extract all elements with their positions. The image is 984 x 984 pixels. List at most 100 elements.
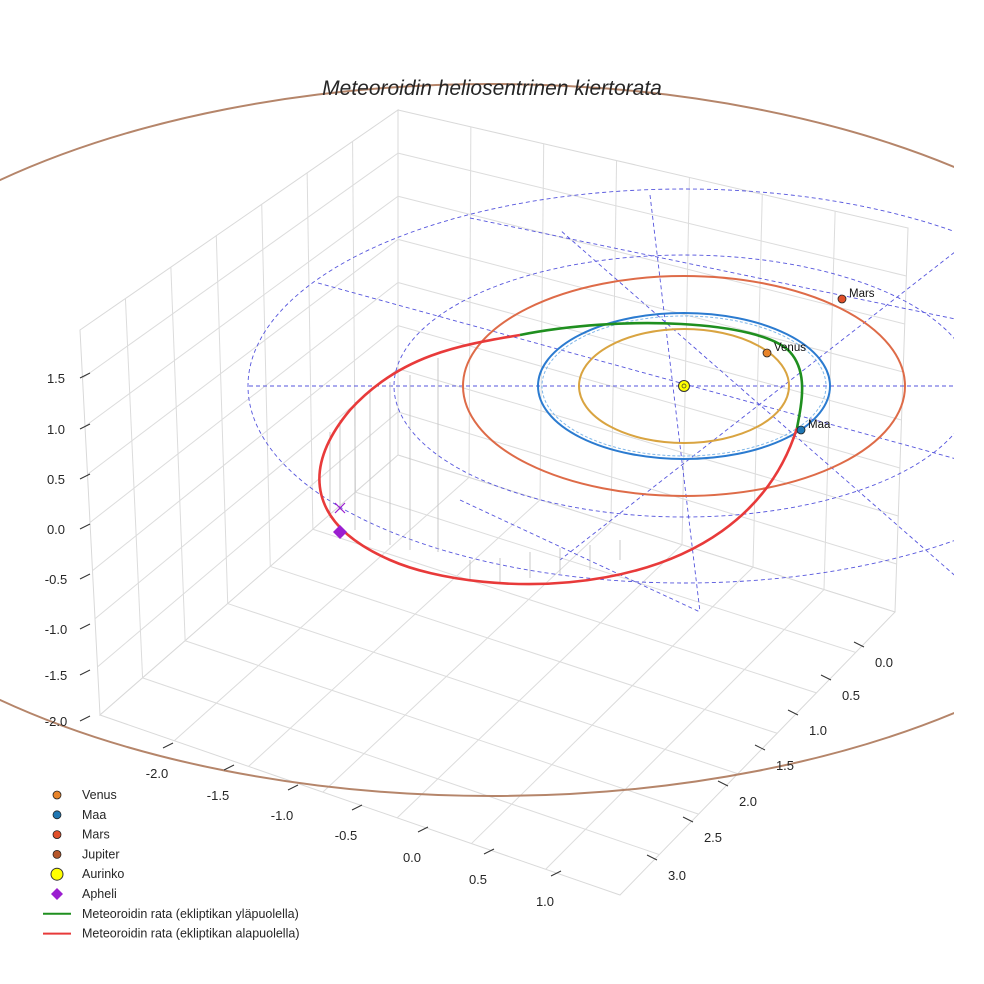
y-tick-mark (754, 744, 766, 751)
x-tick-label: 1.0 (536, 894, 554, 909)
planet-label-maa: Maa (808, 419, 831, 431)
planet-mars (837, 294, 847, 304)
legend-label-2: Mars (82, 828, 110, 842)
x-tick-mark (287, 784, 299, 791)
legend-label-3: Jupiter (82, 847, 120, 861)
y-tick-label: 3.0 (668, 868, 686, 883)
drop-lines (329, 358, 621, 582)
grid-line (397, 152, 907, 277)
reference-spoke (459, 499, 701, 613)
axis-ticks: 1.5 1.0 0.5 0.0 -0.5 -1.0 -1.5 -2.0 -2.0 -1.5 -1.0… (45, 371, 893, 909)
legend-marker-5 (51, 888, 63, 900)
chart-title: Meteoroidin heliosentrinen kiertorata (322, 77, 662, 100)
axes-box (79, 109, 909, 896)
sun-marker (678, 380, 690, 392)
y-tick-mark (717, 780, 729, 787)
legend-marker-3 (52, 850, 62, 859)
grid-line (89, 282, 399, 523)
grid-line (248, 499, 541, 767)
grid-line (397, 238, 904, 373)
grid-line (87, 238, 399, 475)
grid-line (397, 368, 899, 517)
x-tick-mark (417, 826, 429, 833)
grid-line (184, 640, 699, 815)
orbit-mars (462, 275, 906, 497)
z-tick-mark (79, 573, 91, 580)
y-tick-mark (646, 854, 658, 861)
x-tick-label: -2.0 (146, 766, 168, 781)
z-tick-mark (79, 423, 91, 430)
y-tick-mark (853, 641, 865, 648)
z-tick-label: 0.0 (47, 522, 65, 537)
planet-label-mars: Mars (849, 288, 875, 300)
grid-line (397, 411, 897, 565)
legend-label-0: Venus (82, 788, 117, 802)
x-tick-label: 0.0 (403, 850, 421, 865)
orbit-venus (578, 328, 790, 444)
planet-venus (762, 348, 772, 358)
orbit-jupiter (0, 83, 954, 797)
grid-lines (82, 126, 907, 870)
z-tick-mark (79, 623, 91, 630)
grid-line (92, 325, 399, 572)
grid-line (471, 566, 754, 844)
orbit-maa-inner (541, 315, 827, 457)
z-tick-label: -2.0 (45, 714, 67, 729)
meteoroid-orbit-below (318, 333, 799, 586)
y-tick-mark (820, 674, 832, 681)
x-tick-label: 0.5 (469, 872, 487, 887)
legend: Venus Maa Mars Jupiter Aurinko Apheli Meteoroi… (43, 788, 299, 941)
planet-label-venus: Venus (774, 342, 806, 354)
sun-core (681, 383, 687, 389)
grid-line (397, 325, 901, 469)
grid-line (322, 521, 612, 793)
grid-line (84, 195, 399, 427)
aphelion-projection (334, 502, 346, 514)
ecliptic-reference-grid (247, 188, 954, 613)
x-tick-mark (483, 848, 495, 855)
orbit-maa (537, 312, 831, 460)
grid-line (97, 411, 399, 668)
x-tick-mark (162, 742, 174, 749)
x-tick-mark (223, 764, 235, 771)
z-tick-label: 1.0 (47, 422, 65, 437)
grid-line (173, 477, 470, 742)
meteoroid-orbit (318, 321, 804, 586)
y-tick-label: 1.5 (776, 758, 794, 773)
grid-line (94, 368, 399, 620)
reference-spoke (559, 229, 954, 576)
x-tick-label: -1.0 (271, 808, 293, 823)
y-tick-label: 0.5 (842, 688, 860, 703)
legend-label-7: Meteoroidin rata (ekliptikan alapuolella… (82, 927, 299, 941)
grid-line (227, 603, 739, 775)
reference-circle (247, 188, 954, 584)
planet-orbits (0, 83, 954, 797)
reference-spoke (559, 252, 954, 561)
y-tick-mark (682, 816, 694, 823)
reference-spoke (317, 282, 954, 459)
x-tick-label: -1.5 (207, 788, 229, 803)
legend-label-1: Maa (82, 808, 106, 822)
grid-line (397, 282, 902, 421)
legend-marker-1 (52, 810, 62, 820)
grid-line (355, 491, 856, 653)
legend-label-6: Meteoroidin rata (ekliptikan yläpuolella… (82, 907, 299, 921)
meteoroid-orbit-above (519, 321, 804, 429)
z-tick-label: 1.5 (47, 371, 65, 386)
x-tick-mark (550, 870, 562, 877)
x-tick-label: -0.5 (335, 828, 357, 843)
legend-marker-4 (50, 867, 64, 881)
y-tick-label: 2.5 (704, 830, 722, 845)
markers: Venus Maa Mars (333, 288, 875, 539)
grid-line (396, 544, 683, 819)
grid-line (397, 195, 905, 325)
y-tick-label: 0.0 (875, 655, 893, 670)
legend-label-4: Aurinko (82, 867, 124, 881)
z-tick-mark (79, 669, 91, 676)
z-tick-label: -1.5 (45, 668, 67, 683)
y-tick-mark (787, 709, 799, 716)
z-tick-mark (79, 715, 91, 722)
floor-pane (99, 454, 896, 896)
y-tick-label: 1.0 (809, 723, 827, 738)
